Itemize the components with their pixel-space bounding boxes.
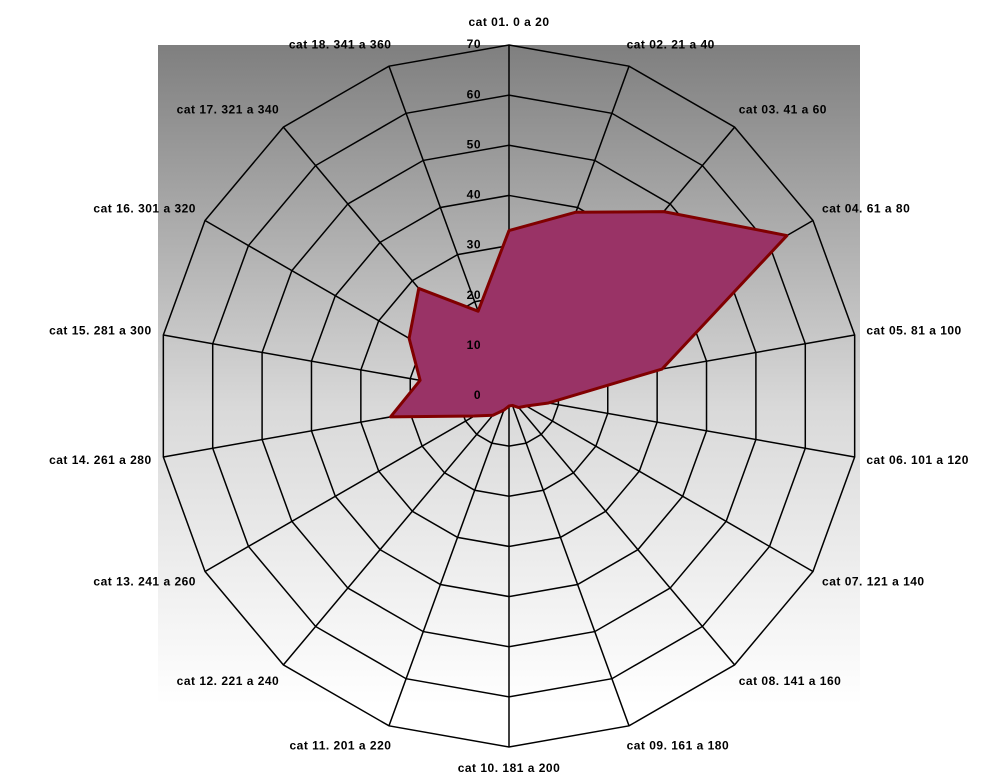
- category-label: cat 07. 121 a 140: [822, 575, 925, 589]
- category-label: cat 11. 201 a 220: [290, 739, 392, 753]
- category-label: cat 17. 321 a 340: [177, 102, 280, 116]
- category-label: cat 04. 61 a 80: [822, 202, 910, 216]
- axis-tick-label: 60: [467, 87, 481, 101]
- category-label: cat 01. 0 a 20: [468, 15, 549, 29]
- category-label: cat 12. 221 a 240: [177, 674, 280, 688]
- spoke: [508, 395, 814, 573]
- axis-tick-label: 30: [467, 238, 481, 252]
- axis-tick-label: 10: [467, 338, 481, 352]
- spoke: [204, 395, 510, 573]
- spoke: [508, 395, 736, 666]
- axis-tick-label: 0: [474, 388, 481, 402]
- category-label: cat 02. 21 a 40: [627, 38, 715, 52]
- category-label: cat 16. 301 a 320: [93, 202, 196, 216]
- data-area: [388, 210, 789, 419]
- axis-tick-label: 50: [467, 137, 481, 151]
- category-label: cat 03. 41 a 60: [739, 102, 827, 116]
- axis-tick-label: 70: [467, 37, 481, 51]
- category-label: cat 14. 261 a 280: [49, 453, 152, 467]
- category-label: cat 18. 341 a 360: [289, 38, 392, 52]
- category-label: cat 13. 241 a 260: [93, 575, 196, 589]
- spoke: [508, 395, 630, 727]
- axis-tick-label: 40: [467, 188, 481, 202]
- category-label: cat 06. 101 a 120: [866, 453, 969, 467]
- spoke: [388, 395, 510, 727]
- axis-tick-label: 20: [467, 288, 481, 302]
- spoke: [282, 395, 510, 666]
- spoke: [508, 395, 855, 458]
- category-label: cat 09. 161 a 180: [627, 739, 730, 753]
- category-label: cat 15. 281 a 300: [49, 323, 152, 337]
- category-label: cat 08. 141 a 160: [739, 674, 842, 688]
- category-label: cat 10. 181 a 200: [458, 761, 561, 775]
- category-label: cat 05. 81 a 100: [866, 323, 961, 337]
